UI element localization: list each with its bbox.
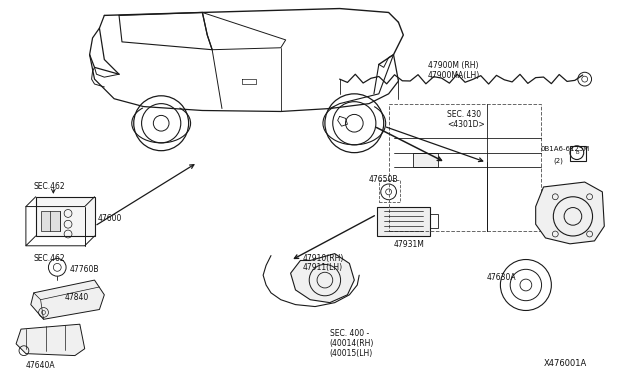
Text: (2): (2): [554, 158, 563, 164]
Text: 47911(LH): 47911(LH): [302, 263, 342, 272]
Text: SEC.462: SEC.462: [34, 254, 65, 263]
Polygon shape: [291, 254, 355, 303]
Text: 47650B: 47650B: [369, 175, 399, 184]
Text: B: B: [575, 150, 579, 155]
Text: (40014(RH): (40014(RH): [330, 339, 374, 348]
Text: 47840: 47840: [65, 293, 90, 302]
Text: 47900M (RH): 47900M (RH): [428, 61, 478, 70]
Text: 47900MA(LH): 47900MA(LH): [428, 71, 480, 80]
Bar: [388, 104, 541, 231]
Text: 47931M: 47931M: [394, 240, 424, 249]
Polygon shape: [40, 211, 60, 231]
Text: <4301D>: <4301D>: [447, 120, 485, 129]
Polygon shape: [377, 206, 430, 236]
Text: 47600: 47600: [97, 214, 122, 224]
Text: SEC. 400 -: SEC. 400 -: [330, 329, 369, 338]
Text: SEC. 430: SEC. 430: [447, 110, 481, 119]
Text: X476001A: X476001A: [543, 359, 587, 368]
Polygon shape: [36, 197, 95, 236]
Text: 47910(RH): 47910(RH): [302, 254, 344, 263]
Polygon shape: [536, 182, 604, 244]
Polygon shape: [413, 153, 438, 167]
Text: SEC.462: SEC.462: [34, 182, 65, 191]
Polygon shape: [31, 280, 104, 319]
Polygon shape: [16, 324, 84, 356]
Text: (40015(LH): (40015(LH): [330, 349, 373, 358]
Bar: [570, 146, 586, 161]
Bar: [379, 180, 401, 202]
Text: 0B1A6-6125M: 0B1A6-6125M: [541, 146, 590, 152]
Text: 47630A: 47630A: [486, 273, 516, 282]
Text: 47640A: 47640A: [26, 362, 56, 371]
Text: 47760B: 47760B: [70, 265, 99, 275]
